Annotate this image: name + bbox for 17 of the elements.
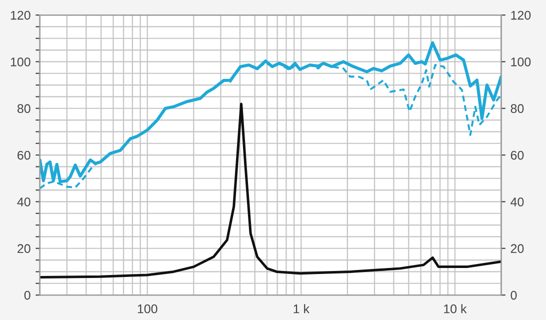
y-tick-label: 80 [17, 104, 30, 114]
y-tick-label: 120 [10, 10, 30, 20]
y-tick-label: 60 [18, 150, 30, 160]
y2-tick-label: 0 [510, 290, 517, 300]
y2-tick-label: 60 [510, 150, 524, 160]
y-tick-label: 20 [18, 244, 30, 254]
y2-tick-label: 80 [510, 104, 524, 114]
y-tick-label: 0 [24, 290, 30, 300]
y-tick-label: 100 [10, 58, 30, 66]
y-tick-label: 40 [17, 198, 30, 206]
y2-tick-label: 20 [510, 244, 524, 254]
x-tick-label: 10 k [444, 304, 467, 314]
x-tick-label: 100 [138, 304, 158, 314]
y2-tick-label: 100 [511, 58, 531, 66]
x-tick-label: 1 k [294, 304, 310, 314]
y2-tick-label: 120 [511, 10, 531, 20]
y2-tick-label: 40 [510, 198, 524, 206]
